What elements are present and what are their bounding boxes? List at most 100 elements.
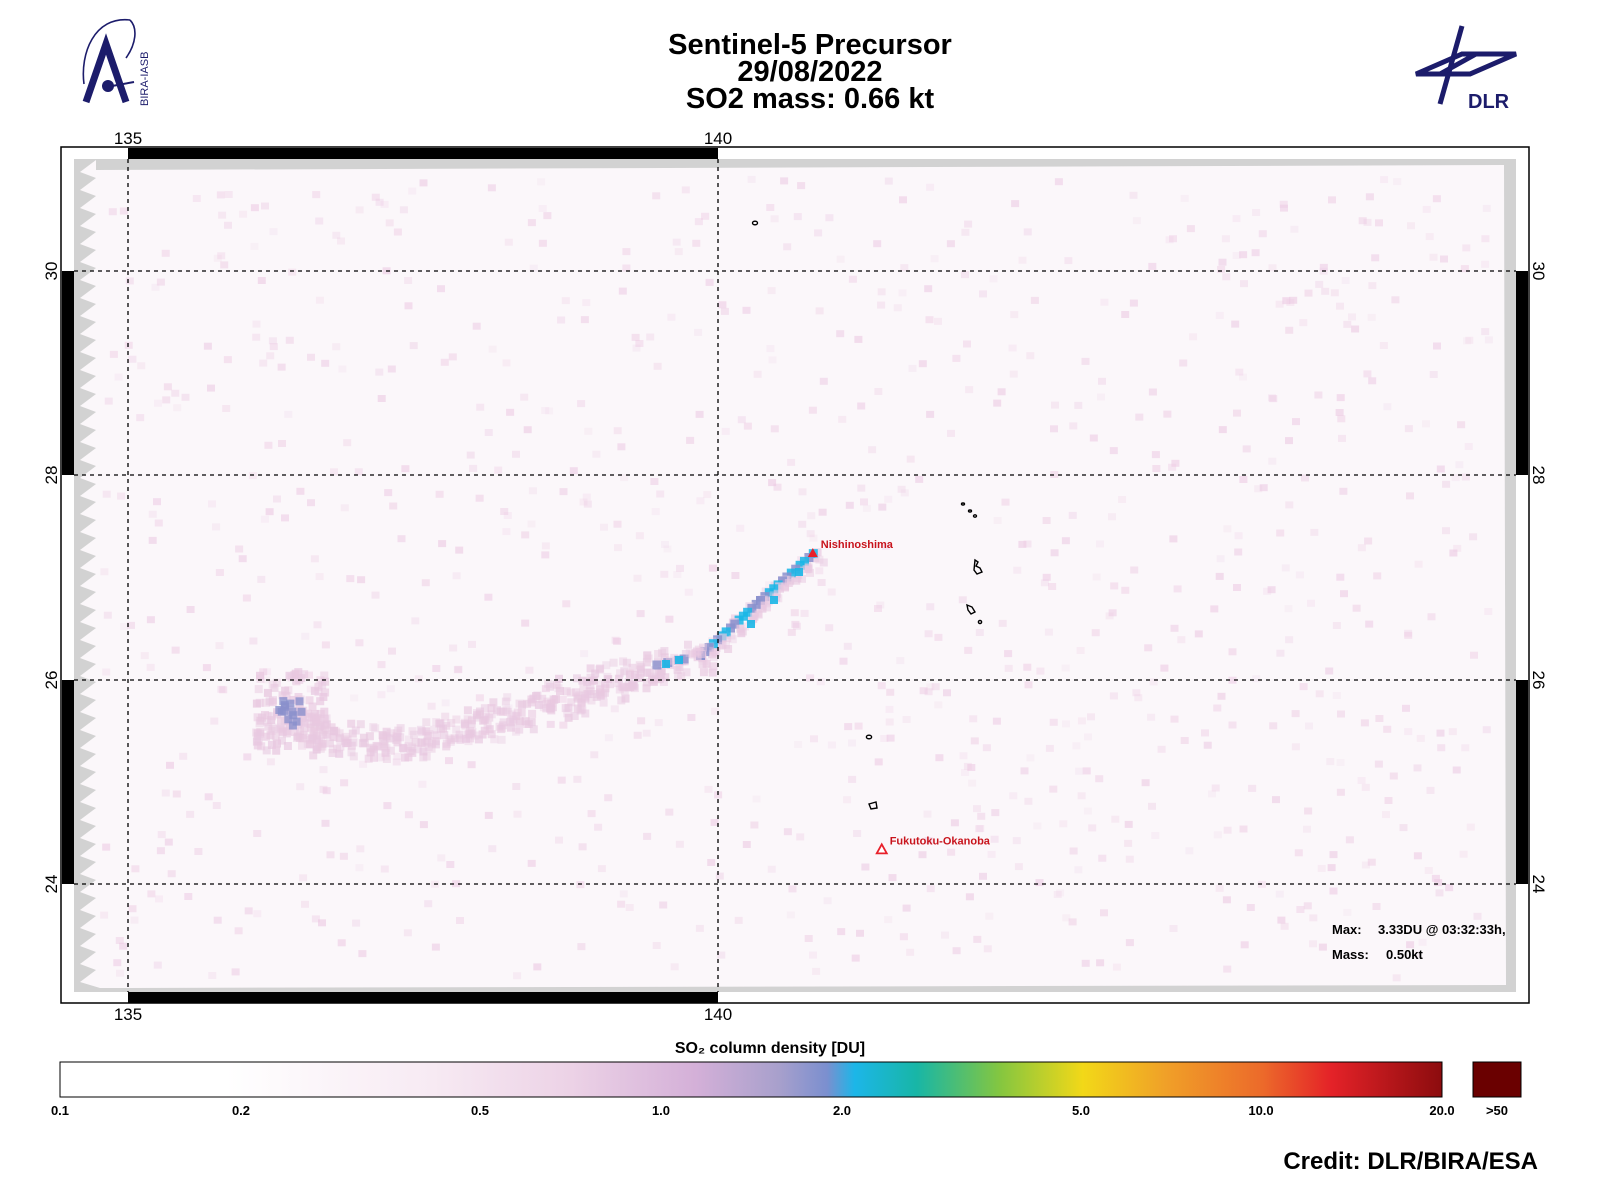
noise-pixel — [172, 790, 181, 798]
noise-pixel — [1068, 918, 1077, 926]
noise-pixel — [156, 278, 165, 286]
gridlines — [74, 159, 1516, 992]
noise-pixel — [163, 383, 172, 391]
noise-pixel — [541, 542, 550, 550]
noise-pixel — [1059, 820, 1068, 828]
plume-pixel — [485, 725, 494, 734]
noise-pixel — [632, 344, 641, 352]
noise-pixel — [1180, 194, 1189, 202]
noise-pixel — [975, 825, 983, 833]
noise-pixel — [915, 475, 924, 483]
noise-pixel — [874, 758, 883, 766]
plume-pixel — [440, 731, 449, 740]
noise-pixel — [543, 212, 552, 220]
noise-pixel — [1089, 434, 1098, 442]
plume-pixel — [709, 662, 718, 671]
noise-pixel — [982, 744, 991, 752]
noise-pixel — [1434, 879, 1443, 887]
noise-pixel — [1336, 573, 1345, 581]
bira-logo-text: BIRA-IASB — [139, 52, 151, 106]
noise-pixel — [1429, 371, 1438, 378]
noise-pixel — [278, 440, 286, 447]
noise-pixel — [808, 406, 817, 414]
noise-pixel — [862, 504, 871, 512]
noise-pixel — [1277, 916, 1286, 924]
noise-pixel — [380, 865, 389, 873]
noise-pixel — [979, 872, 987, 880]
noise-pixel — [1437, 744, 1446, 752]
noise-pixel — [704, 785, 713, 793]
plume-pixel — [325, 739, 334, 748]
plume-pixel — [691, 649, 700, 658]
plume-pixel — [267, 741, 276, 749]
noise-pixel — [1009, 370, 1018, 378]
noise-pixel — [1382, 811, 1390, 819]
noise-pixel — [1109, 447, 1118, 455]
plume-pixel — [658, 648, 667, 657]
noise-pixel — [1363, 370, 1372, 378]
noise-pixel — [918, 360, 927, 368]
dlr-logo: DLR — [1415, 25, 1517, 113]
plume-pixel — [619, 683, 628, 692]
noise-pixel — [766, 345, 775, 353]
noise-pixel — [783, 243, 792, 251]
noise-pixel — [521, 531, 530, 539]
noise-pixel — [592, 450, 601, 458]
noise-pixel — [1208, 790, 1216, 798]
plume-pixel — [436, 719, 445, 728]
noise-pixel — [469, 464, 478, 472]
noise-pixel — [1004, 650, 1013, 658]
noise-pixel — [791, 620, 800, 628]
noise-pixel — [475, 494, 484, 502]
plume-pixel — [258, 713, 266, 722]
noise-pixel — [332, 343, 341, 351]
plume-pixel — [750, 612, 759, 621]
noise-pixel — [1189, 333, 1198, 341]
noise-pixel — [1132, 689, 1141, 697]
noise-pixel — [1018, 540, 1027, 548]
noise-pixel — [315, 217, 324, 225]
noise-pixel — [307, 499, 315, 507]
noise-pixel — [1424, 867, 1433, 874]
plume-pixel — [417, 726, 426, 735]
noise-pixel — [1285, 501, 1294, 509]
noise-pixel — [952, 354, 961, 362]
noise-pixel — [268, 337, 277, 345]
noise-pixel — [202, 664, 211, 672]
noise-pixel — [1358, 217, 1367, 225]
plume-pixel — [286, 699, 295, 708]
volcano-marker-icon — [875, 842, 889, 855]
noise-pixel — [371, 591, 380, 599]
noise-pixel — [848, 775, 857, 783]
noise-pixel — [1020, 767, 1029, 775]
noise-pixel — [1228, 721, 1237, 729]
noise-pixel — [827, 588, 836, 596]
noise-pixel — [559, 721, 568, 729]
noise-pixel — [786, 911, 795, 919]
noise-pixel — [1217, 692, 1226, 700]
noise-pixel — [1285, 636, 1294, 644]
plume-pixel — [268, 725, 277, 733]
noise-pixel — [1371, 254, 1380, 262]
plume-pixel — [614, 674, 623, 683]
noise-pixel — [1455, 461, 1464, 469]
noise-pixel — [1149, 678, 1158, 686]
plume-pixel — [284, 686, 293, 695]
noise-pixel — [403, 929, 412, 937]
noise-pixel — [388, 647, 396, 655]
plume-pixel — [517, 708, 526, 717]
plume-pixel — [585, 687, 594, 696]
noise-pixel — [844, 723, 853, 731]
noise-pixel — [354, 468, 363, 476]
noise-pixel — [244, 907, 253, 915]
noise-pixel — [1295, 571, 1304, 579]
plume-pixel — [754, 610, 763, 619]
noise-pixel — [1148, 388, 1157, 396]
noise-pixel — [1232, 215, 1241, 223]
noise-pixel — [810, 735, 818, 743]
noise-pixel — [1361, 783, 1370, 791]
noise-pixel — [923, 810, 932, 818]
noise-pixel — [100, 911, 109, 919]
plume-pixel — [587, 696, 596, 705]
noise-pixel — [1280, 204, 1288, 212]
